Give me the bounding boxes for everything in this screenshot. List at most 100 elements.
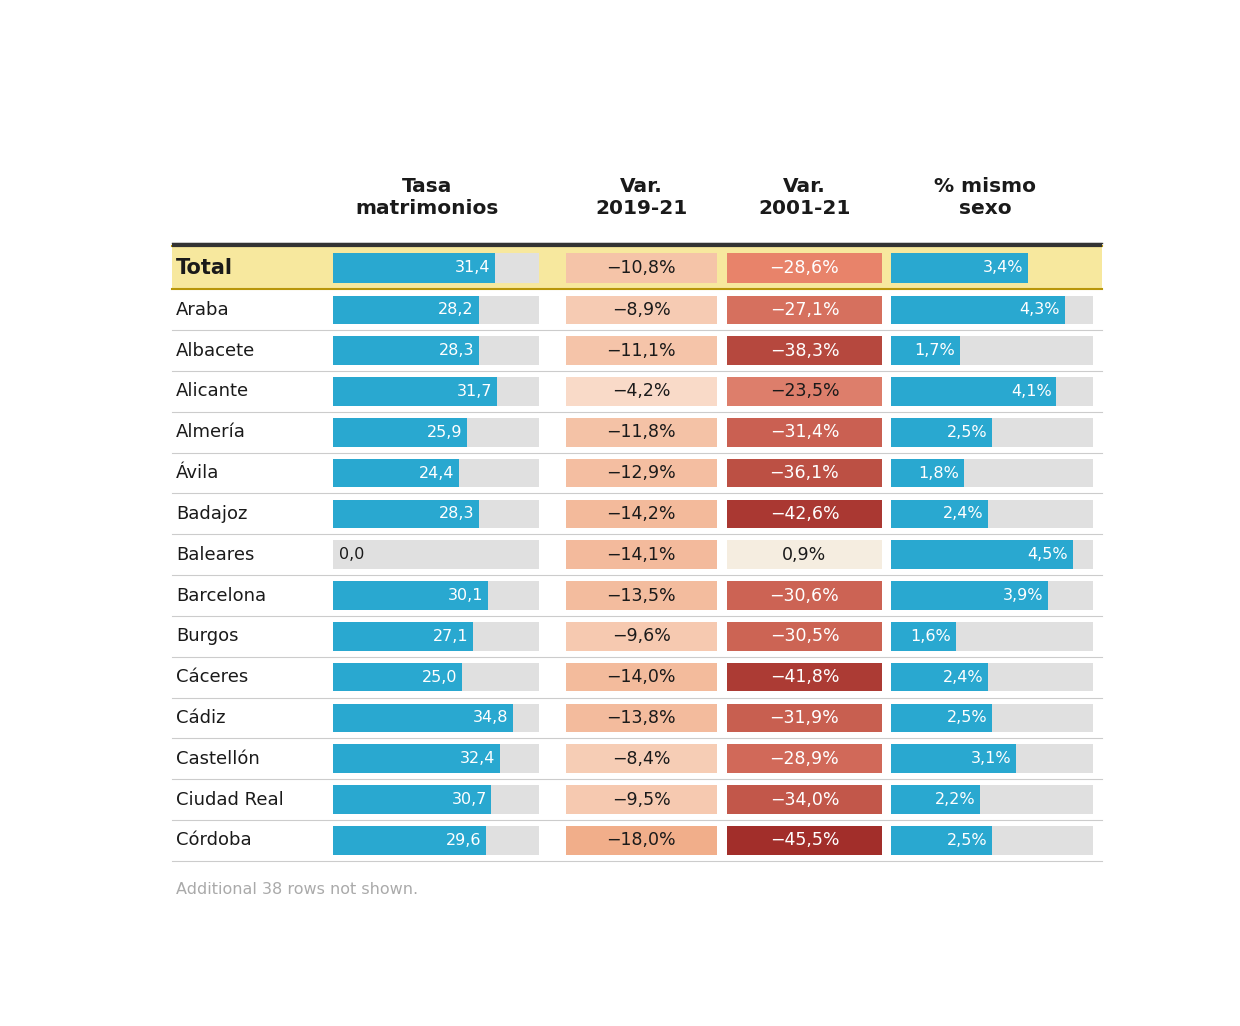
Text: 1,7%: 1,7%	[914, 343, 955, 358]
Text: 4,3%: 4,3%	[1019, 303, 1060, 317]
Bar	[892, 252, 1028, 283]
Bar	[172, 576, 1102, 616]
Bar	[727, 459, 882, 487]
Bar	[892, 663, 988, 692]
Bar	[727, 541, 882, 569]
Bar	[334, 826, 486, 855]
Text: 34,8: 34,8	[472, 710, 508, 725]
Text: −23,5%: −23,5%	[770, 383, 839, 400]
Bar	[892, 622, 956, 650]
Bar	[172, 289, 1102, 330]
Text: −18,0%: −18,0%	[606, 831, 676, 850]
Text: 2,5%: 2,5%	[946, 425, 987, 440]
Text: Var.
2001-21: Var. 2001-21	[759, 176, 851, 218]
Text: Total: Total	[176, 258, 233, 278]
Text: 27,1: 27,1	[433, 629, 469, 644]
Bar	[565, 459, 717, 487]
Text: −13,8%: −13,8%	[606, 709, 676, 727]
Text: −8,9%: −8,9%	[611, 301, 671, 319]
Bar	[892, 541, 1073, 569]
Bar	[334, 622, 539, 650]
Bar	[565, 418, 717, 446]
Text: 2,5%: 2,5%	[946, 833, 987, 847]
Bar	[334, 663, 463, 692]
Bar	[334, 500, 539, 528]
Bar	[892, 337, 960, 365]
Bar	[892, 785, 1092, 814]
Bar	[172, 411, 1102, 452]
Text: −34,0%: −34,0%	[770, 791, 839, 808]
Text: 1,6%: 1,6%	[910, 629, 951, 644]
Bar	[892, 704, 992, 733]
Bar	[172, 820, 1102, 861]
Bar	[565, 663, 717, 692]
Text: 31,4: 31,4	[455, 261, 491, 275]
Bar	[727, 418, 882, 446]
Text: −14,1%: −14,1%	[606, 546, 676, 563]
Bar	[334, 295, 539, 324]
Text: −12,9%: −12,9%	[606, 464, 676, 482]
Bar	[892, 252, 1092, 283]
Bar	[334, 418, 539, 446]
Text: Alicante: Alicante	[176, 383, 249, 400]
Bar	[892, 704, 1092, 733]
Text: −14,0%: −14,0%	[606, 668, 676, 686]
Bar	[727, 663, 882, 692]
Text: Barcelona: Barcelona	[176, 587, 267, 604]
Text: 3,9%: 3,9%	[1003, 588, 1044, 603]
Text: 4,5%: 4,5%	[1027, 547, 1068, 562]
Text: 3,1%: 3,1%	[971, 751, 1012, 766]
Bar	[565, 704, 717, 733]
Bar	[172, 616, 1102, 657]
Bar	[565, 252, 717, 283]
Bar	[334, 252, 495, 283]
Bar	[565, 500, 717, 528]
Bar	[172, 494, 1102, 535]
Text: Araba: Araba	[176, 301, 229, 319]
Text: 25,9: 25,9	[427, 425, 463, 440]
Text: 25,0: 25,0	[422, 670, 458, 684]
Bar	[334, 252, 539, 283]
Bar	[172, 371, 1102, 411]
Bar	[727, 745, 882, 773]
Text: −38,3%: −38,3%	[770, 342, 839, 360]
Bar	[334, 745, 539, 773]
Bar	[727, 582, 882, 609]
Bar	[727, 252, 882, 283]
Text: 2,4%: 2,4%	[942, 507, 983, 521]
Text: −11,1%: −11,1%	[606, 342, 676, 360]
Text: % mismo
sexo: % mismo sexo	[935, 176, 1037, 218]
Bar	[892, 785, 980, 814]
Text: 0,9%: 0,9%	[782, 546, 827, 563]
Bar	[727, 378, 882, 405]
Bar	[892, 582, 1092, 609]
Bar	[892, 745, 1017, 773]
Text: Additional 38 rows not shown.: Additional 38 rows not shown.	[176, 882, 418, 898]
Text: Almería: Almería	[176, 424, 246, 441]
Text: −28,6%: −28,6%	[770, 259, 839, 277]
Bar	[727, 785, 882, 814]
Bar	[565, 295, 717, 324]
Bar	[334, 582, 489, 609]
Bar	[565, 622, 717, 650]
Bar	[172, 657, 1102, 698]
Bar	[892, 826, 992, 855]
Text: 28,2: 28,2	[438, 303, 474, 317]
Bar	[565, 337, 717, 365]
Bar	[334, 745, 500, 773]
Text: Var.
2019-21: Var. 2019-21	[595, 176, 687, 218]
Bar	[892, 337, 1092, 365]
Text: −30,5%: −30,5%	[770, 627, 839, 645]
Bar	[334, 378, 497, 405]
Bar	[334, 704, 539, 733]
Bar	[892, 295, 1092, 324]
Bar	[172, 698, 1102, 739]
Text: −8,4%: −8,4%	[613, 750, 671, 767]
Text: 28,3: 28,3	[439, 343, 475, 358]
Text: Baleares: Baleares	[176, 546, 254, 563]
Text: 0,0: 0,0	[339, 547, 365, 562]
Bar	[334, 337, 539, 365]
Bar	[172, 739, 1102, 779]
Bar	[334, 500, 479, 528]
Bar	[727, 826, 882, 855]
